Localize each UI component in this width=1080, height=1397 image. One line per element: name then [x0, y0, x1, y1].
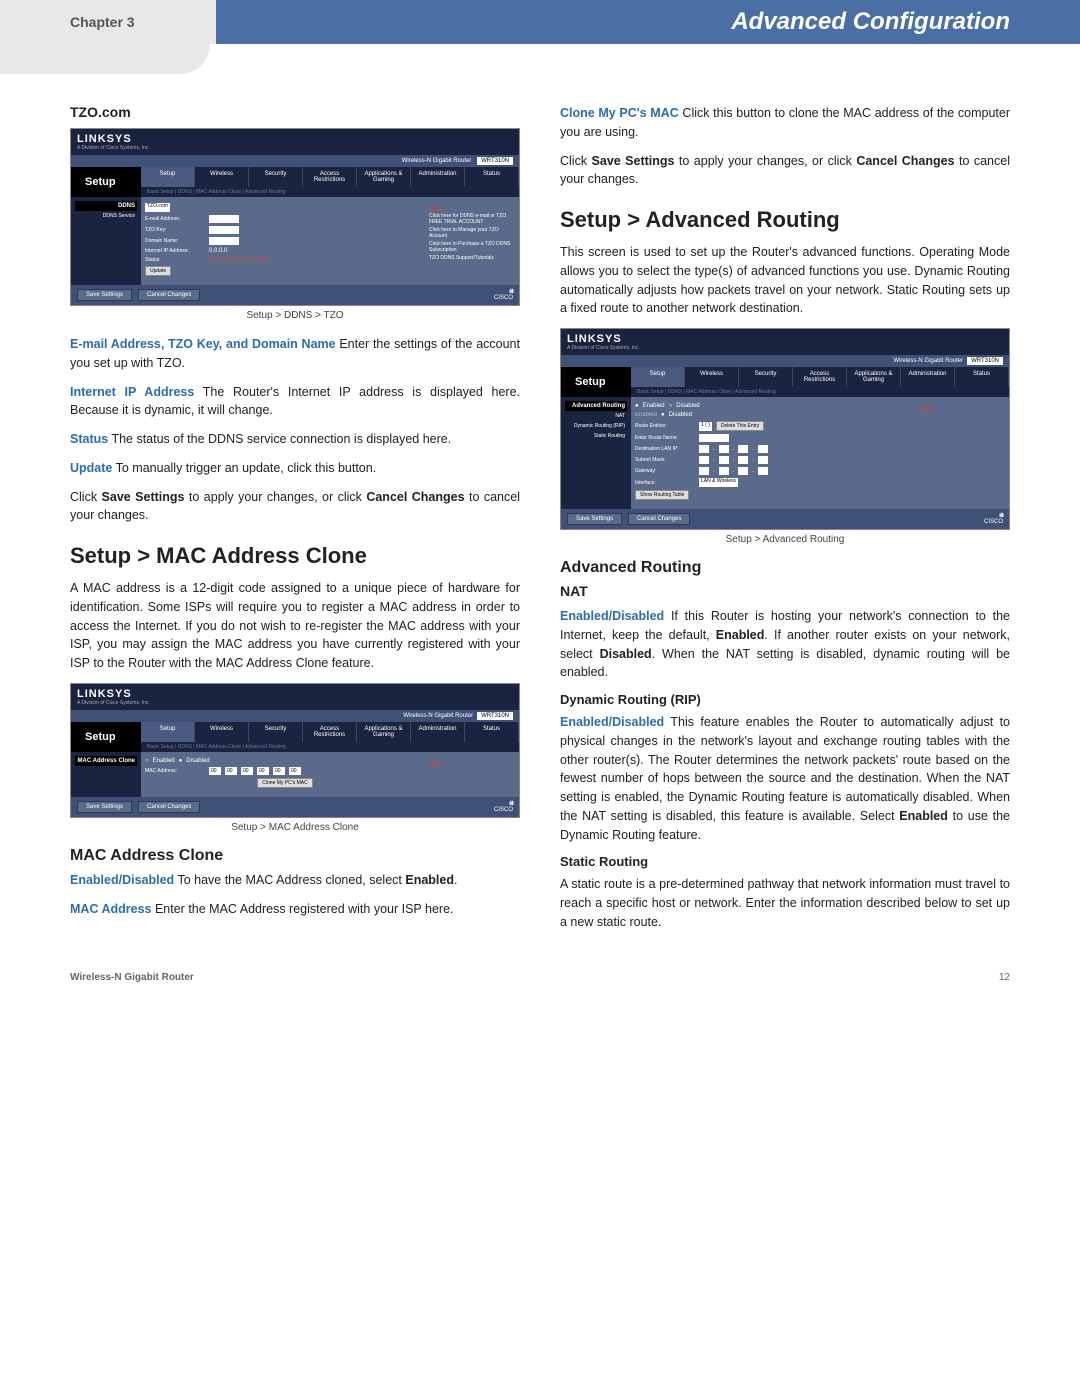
heading-rip: Dynamic Routing (RIP): [560, 692, 1010, 707]
ss-input[interactable]: [209, 237, 239, 245]
para-static: A static route is a pre-determined pathw…: [560, 875, 1010, 931]
para-mac-intro: A MAC address is a 12-digit code assigne…: [70, 579, 520, 673]
content-columns: TZO.com LINKSYS A Division of Cisco Syst…: [0, 74, 1080, 962]
ss-side-item: DDNS Service: [75, 211, 137, 221]
screenshot-mac-clone: LINKSYS A Division of Cisco Systems, Inc…: [70, 683, 520, 818]
ss-tab[interactable]: Access Restrictions: [303, 167, 357, 187]
para-rip: Enabled/Disabled This feature enables th…: [560, 713, 1010, 844]
ss-help-link[interactable]: Help...: [429, 205, 511, 211]
ss-show-routing-btn[interactable]: Show Routing Table: [635, 490, 689, 500]
para-status: Status The status of the DDNS service co…: [70, 430, 520, 449]
ss-logo: LINKSYS: [77, 133, 150, 145]
screenshot-caption: Setup > DDNS > TZO: [70, 310, 520, 321]
para-mac-enabled: Enabled/Disabled To have the MAC Address…: [70, 871, 520, 890]
ss-model: WRT310N: [477, 157, 513, 165]
chapter-label: Chapter 3: [70, 14, 220, 30]
header-curve: [0, 44, 210, 74]
ss-tab[interactable]: Status: [465, 167, 519, 187]
screenshot-adv-routing: LINKSYS A Division of Cisco Systems, Inc…: [560, 328, 1010, 530]
left-column: TZO.com LINKSYS A Division of Cisco Syst…: [70, 104, 520, 942]
para-save-cancel-2: Click Save Settings to apply your change…: [560, 152, 1010, 190]
ss-side-head: DDNS: [75, 201, 137, 211]
ss-subtabs: Basic Setup | DDNS | MAC Address Clone |…: [141, 187, 519, 197]
ss-status: No Internet connection: [209, 257, 269, 263]
screenshot-ddns-tzo: LINKSYS A Division of Cisco Systems, Inc…: [70, 128, 520, 306]
ss-banner: Wireless-N Gigabit Router WRT310N: [71, 155, 519, 167]
ss-nav-setup: Setup: [71, 167, 141, 197]
tzo-heading: TZO.com: [70, 104, 520, 120]
para-adv-intro: This screen is used to set up the Router…: [560, 243, 1010, 318]
ss-tab[interactable]: Wireless: [195, 167, 249, 187]
ss-ip: 0.0.0.0: [209, 248, 227, 254]
ss-update-btn[interactable]: Update: [145, 266, 171, 276]
ss-delete-btn[interactable]: Delete This Entry: [716, 421, 764, 431]
heading-mac-clone: Setup > MAC Address Clone: [70, 543, 520, 569]
heading-nat: NAT: [560, 583, 1010, 599]
radio-disabled[interactable]: ●: [179, 758, 183, 764]
heading-adv-routing-sub: Advanced Routing: [560, 559, 1010, 577]
ss-clone-btn[interactable]: Clone My PC's MAC: [257, 778, 312, 788]
radio[interactable]: ●: [635, 403, 639, 409]
para-clone-mac: Clone My PC's MAC Click this button to c…: [560, 104, 1010, 142]
ss-tab[interactable]: Applications & Gaming: [357, 167, 411, 187]
radio[interactable]: ●: [661, 412, 665, 418]
ss-cancel-btn[interactable]: Cancel Changes: [138, 289, 200, 301]
ss-sublogo: A Division of Cisco Systems, Inc.: [77, 145, 150, 151]
para-update: Update To manually trigger an update, cl…: [70, 459, 520, 478]
page-title: Advanced Configuration: [731, 8, 1010, 36]
ss-save-btn[interactable]: Save Settings: [77, 289, 132, 301]
para-internet-ip: Internet IP Address The Router's Interne…: [70, 383, 520, 421]
radio-enabled[interactable]: ○: [145, 758, 149, 764]
screenshot-caption: Setup > Advanced Routing: [560, 534, 1010, 545]
page-footer: Wireless-N Gigabit Router 12: [0, 962, 1080, 1013]
screenshot-caption: Setup > MAC Address Clone: [70, 822, 520, 833]
heading-adv-routing: Setup > Advanced Routing: [560, 207, 1010, 233]
ss-ddns-select[interactable]: TZO.com: [145, 203, 170, 212]
ss-input[interactable]: [209, 226, 239, 234]
ss-tab[interactable]: Administration: [411, 167, 465, 187]
cisco-logo: ıılıılıCISCO: [494, 289, 513, 301]
ss-tab[interactable]: Setup: [141, 167, 195, 187]
footer-page: 12: [999, 972, 1010, 983]
right-column: Clone My PC's MAC Click this button to c…: [560, 104, 1010, 942]
para-nat: Enabled/Disabled If this Router is hosti…: [560, 607, 1010, 682]
footer-product: Wireless-N Gigabit Router: [70, 972, 194, 983]
para-mac-address: MAC Address Enter the MAC Address regist…: [70, 900, 520, 919]
heading-static: Static Routing: [560, 854, 1010, 869]
ss-tab[interactable]: Security: [249, 167, 303, 187]
para-email-tzo: E-mail Address, TZO Key, and Domain Name…: [70, 335, 520, 373]
ss-input[interactable]: [209, 215, 239, 223]
radio[interactable]: ○: [669, 403, 673, 409]
para-save-cancel: Click Save Settings to apply your change…: [70, 488, 520, 526]
page-header: Chapter 3 Advanced Configuration: [0, 0, 1080, 44]
heading-mac-clone-sub: MAC Address Clone: [70, 847, 520, 865]
